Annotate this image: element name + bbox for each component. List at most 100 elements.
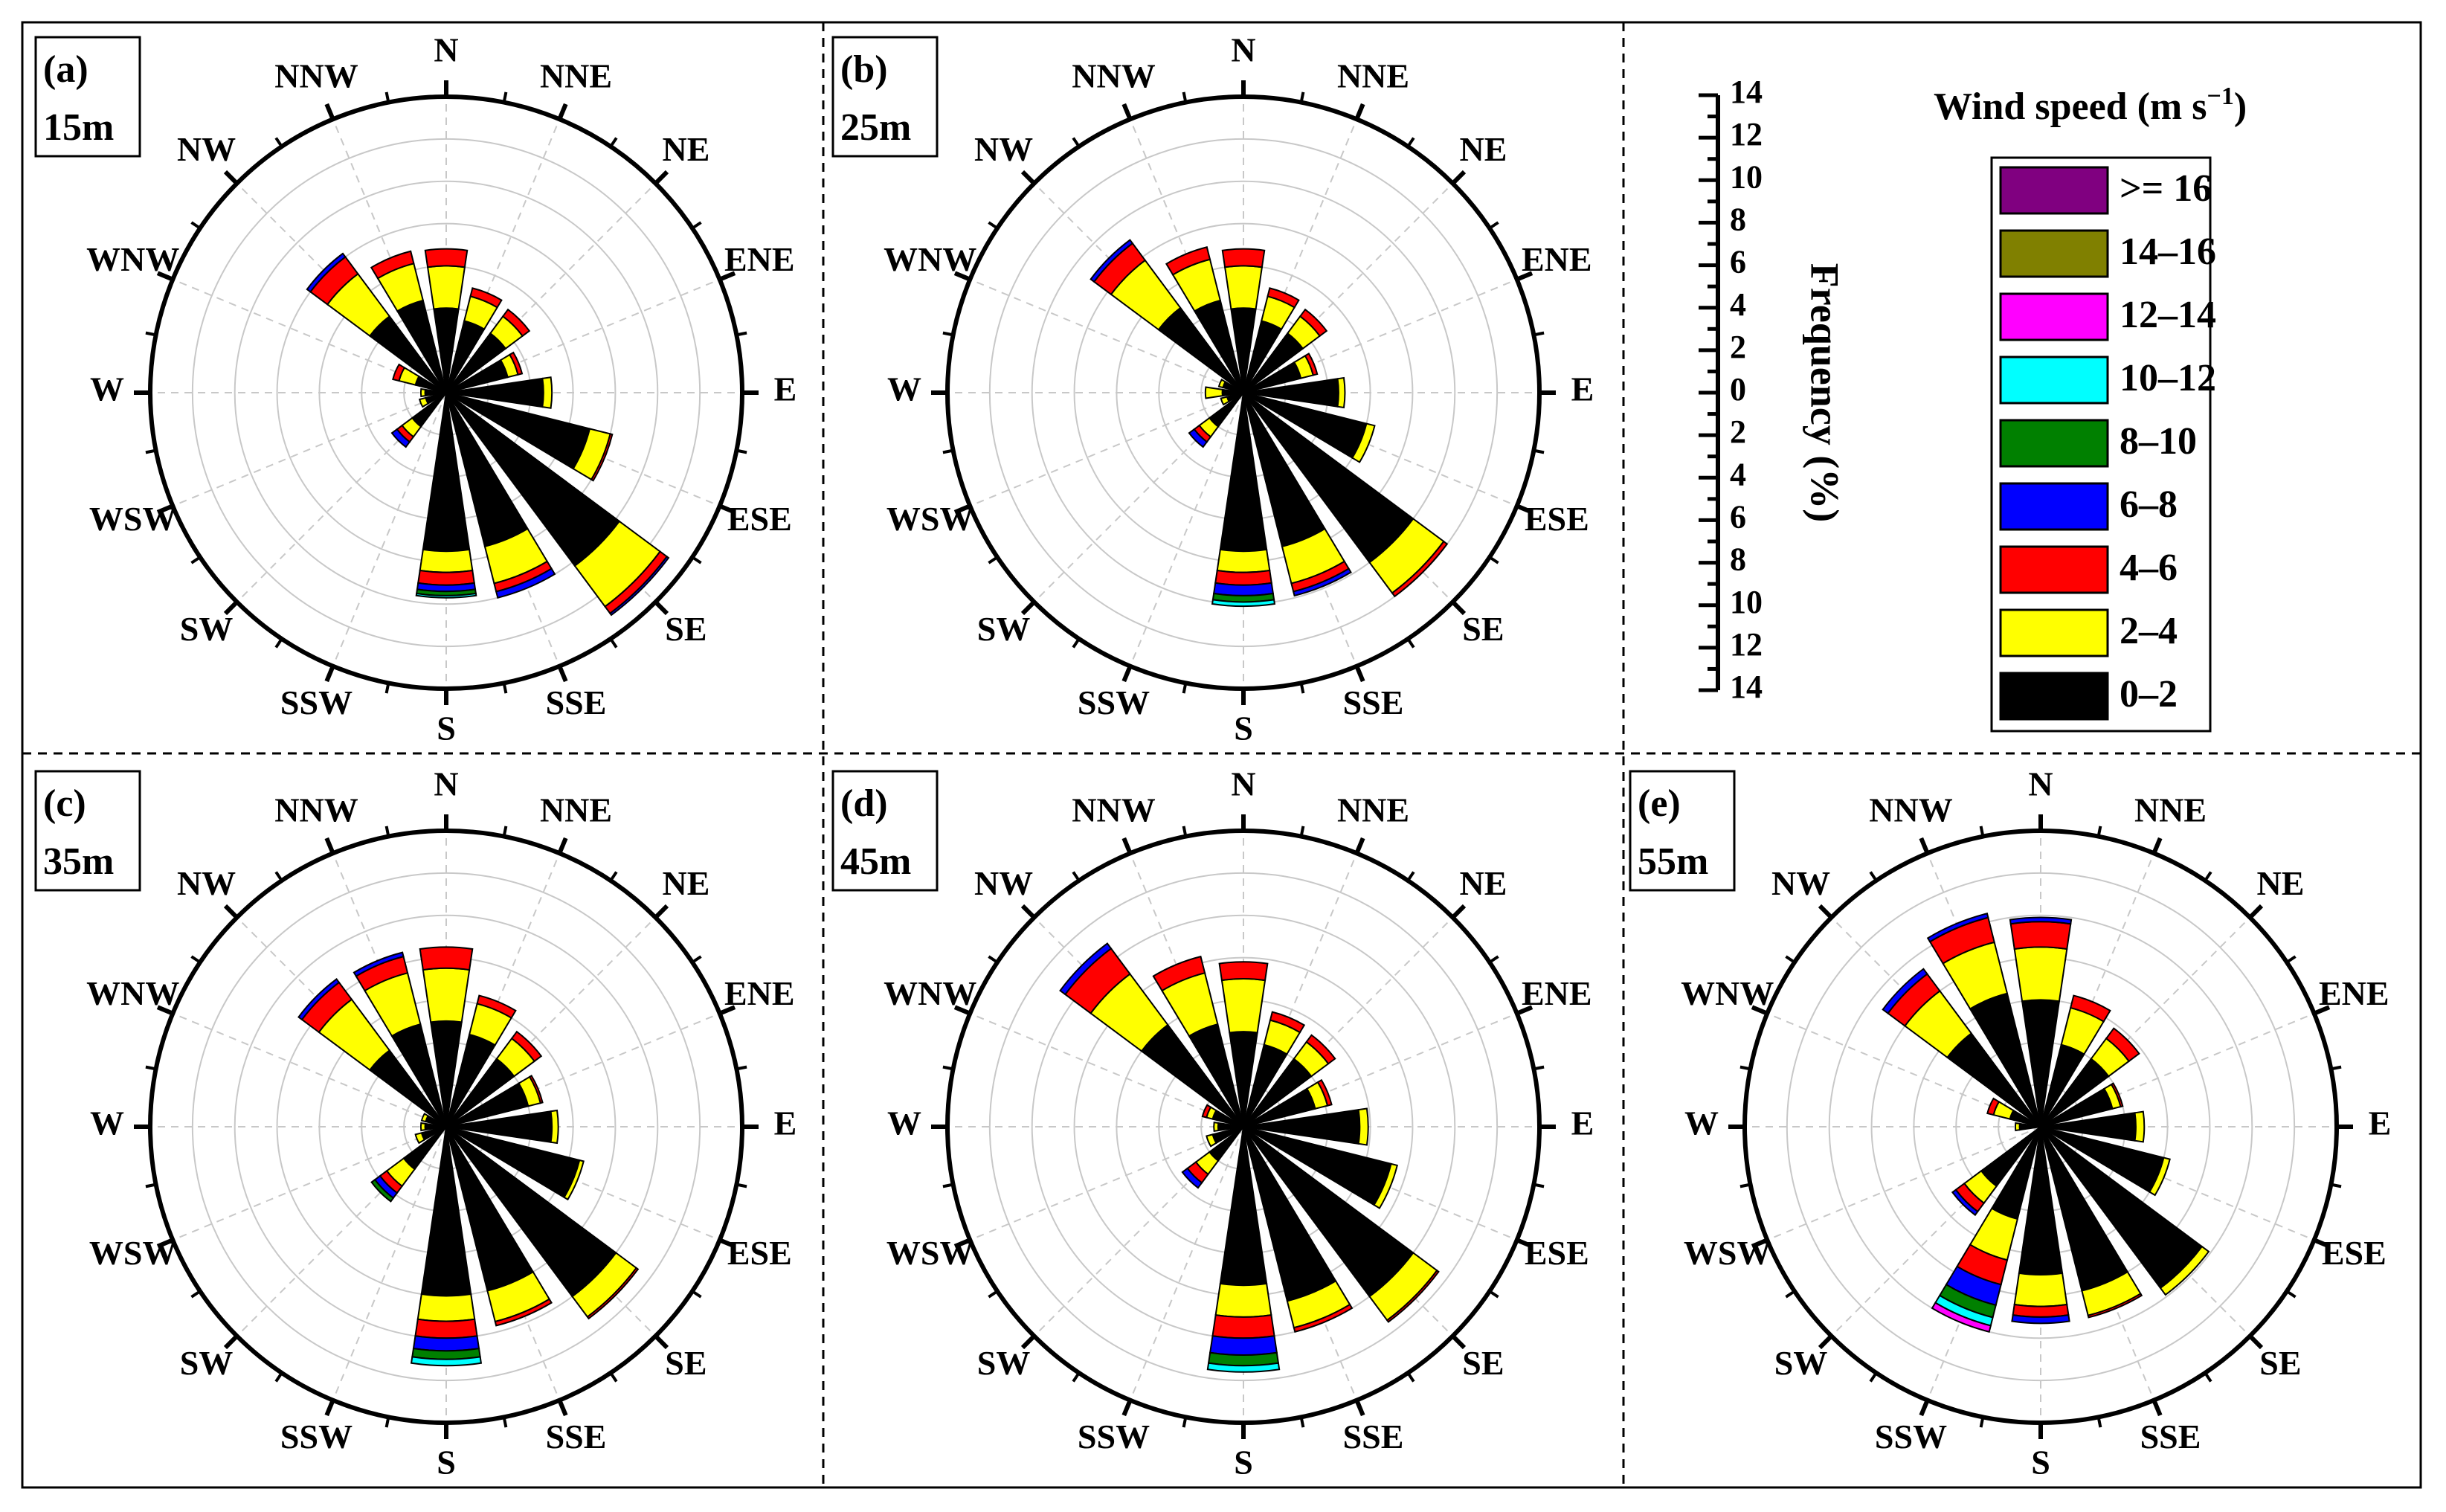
wedge-s-bin-3 — [412, 1335, 480, 1352]
wedge-s-bin-0 — [1219, 392, 1268, 553]
wind-rose-panel-c: N NNE NE ENE E ESE SE SSE S SSW SW WSW W WNW NW NNW (c) 3… — [34, 765, 796, 1482]
wedge-sw-bin-3 — [1181, 1167, 1203, 1189]
wedge-e-bin-0 — [1243, 1109, 1361, 1145]
direction-label-wnw: WNW — [86, 240, 179, 278]
frequency-tick-label: 10 — [1730, 158, 1763, 195]
wedge-sse-bin-3 — [495, 567, 556, 599]
tick-mark — [190, 955, 202, 964]
radial-gridline — [1766, 1012, 2041, 1127]
frequency-tick-label: 6 — [1730, 244, 1746, 280]
radial-gridline — [969, 278, 1244, 393]
wind-rose-panel-e: N NNE NE ENE E ESE SE SSE S SSW SW WSW W WNW NW NNW (e) 5… — [1629, 765, 2391, 1482]
tick-mark — [1919, 1399, 1930, 1417]
wedge-nnw-bin-2 — [1152, 955, 1206, 992]
tick-mark — [2204, 871, 2212, 882]
tick-mark — [502, 826, 508, 837]
tick-mark — [1785, 955, 1796, 964]
panel-letter: (c) — [43, 782, 86, 825]
direction-label-nw: NW — [1771, 864, 1830, 902]
direction-label-s: S — [2031, 1444, 2050, 1482]
wedge-e-bin-1 — [2134, 1110, 2146, 1143]
tick-mark — [274, 871, 283, 882]
panel-letter: (b) — [840, 48, 888, 91]
tick-mark — [1121, 103, 1133, 120]
wedge-nne-bin-2 — [1269, 1011, 1306, 1034]
tick-mark — [1451, 1334, 1467, 1350]
wedge-ne-bin-2 — [1305, 1034, 1336, 1065]
legend-title-main: Wind speed (m s — [1934, 86, 2207, 128]
wedge-e-bin-1 — [1336, 376, 1346, 409]
wedge-n-bin-3 — [2009, 916, 2073, 925]
wedge-n-bin-1 — [2013, 946, 2068, 1003]
tick-mark — [1818, 1334, 1833, 1350]
direction-label-sse: SSE — [546, 1418, 607, 1455]
tick-mark — [1121, 665, 1133, 683]
tick-mark — [1533, 1183, 1545, 1188]
grid-circle — [1828, 914, 2253, 1339]
tick-mark — [1533, 448, 1545, 454]
tick-mark — [1979, 1416, 1985, 1428]
wedge-s-bin-0 — [422, 392, 471, 553]
wedge-s-bin-0 — [420, 1126, 472, 1297]
tick-mark — [557, 665, 568, 683]
tick-mark — [1516, 504, 1533, 515]
legend-item-label: 12–14 — [2120, 294, 2216, 336]
tick-mark — [1533, 1065, 1545, 1071]
frequency-axis-label: Frequency (%) — [1803, 263, 1847, 522]
tick-mark — [1121, 1399, 1133, 1417]
tick-mark — [1406, 871, 1415, 882]
tick-mark — [1299, 1416, 1305, 1428]
tick-mark — [1182, 1416, 1188, 1428]
tick-mark — [1451, 170, 1467, 185]
tick-mark — [1406, 1371, 1415, 1383]
tick-mark — [2204, 1371, 2212, 1383]
wedge-s-bin-2 — [2012, 1303, 2070, 1318]
tick-mark — [654, 1334, 669, 1350]
panel-label-box — [831, 770, 939, 892]
tick-mark — [1406, 637, 1415, 649]
panel-height: 35m — [43, 840, 114, 883]
tick-mark — [609, 637, 618, 649]
wedge-sse-bin-2 — [2087, 1293, 2143, 1319]
tick-mark — [718, 1005, 736, 1016]
tick-mark — [654, 904, 669, 919]
wedge-s-bin-2 — [1211, 1313, 1275, 1339]
tick-mark — [156, 1005, 174, 1016]
direction-label-w: W — [887, 1104, 921, 1142]
tick-mark — [1533, 331, 1545, 337]
tick-mark — [1072, 637, 1081, 649]
radial-gridline — [236, 392, 447, 603]
tick-mark — [190, 556, 202, 564]
wedge-ssw-bin-6 — [1931, 1302, 1992, 1333]
wedge-wsw-bin-1 — [414, 1132, 426, 1145]
radial-gridline — [172, 1126, 447, 1241]
direction-label-ssw: SSW — [1078, 683, 1150, 721]
tick-mark — [736, 448, 747, 454]
direction-label-sse: SSE — [1343, 1418, 1404, 1455]
direction-label-ese: ESE — [1525, 500, 1589, 538]
tick-mark — [384, 1416, 390, 1428]
tick-mark — [1451, 904, 1467, 919]
tick-mark — [156, 1238, 174, 1249]
wedge-wnw-bin-1 — [1217, 379, 1226, 389]
tick-mark — [156, 504, 174, 515]
tick-mark — [2285, 1290, 2297, 1299]
direction-label-se: SE — [1462, 1344, 1504, 1382]
tick-mark — [274, 637, 283, 649]
direction-label-e: E — [1571, 1104, 1594, 1142]
panel-label-box — [34, 770, 141, 892]
radial-gridline — [332, 118, 447, 393]
wedge-s-bin-5 — [410, 1356, 483, 1367]
wedge-nw-bin-3 — [1059, 942, 1113, 996]
wedge-s-bin-0 — [1219, 1126, 1268, 1287]
tick-mark — [1739, 1183, 1751, 1188]
wedge-s-bin-1 — [2013, 1272, 2068, 1307]
tick-mark — [718, 1238, 736, 1249]
tick-mark — [1072, 137, 1081, 148]
tick-mark — [557, 103, 568, 120]
tick-mark — [942, 1183, 954, 1188]
direction-label-s: S — [1234, 710, 1253, 747]
wedge-nw-bin-3 — [297, 978, 341, 1021]
wedge-nnw-bin-3 — [353, 951, 405, 977]
